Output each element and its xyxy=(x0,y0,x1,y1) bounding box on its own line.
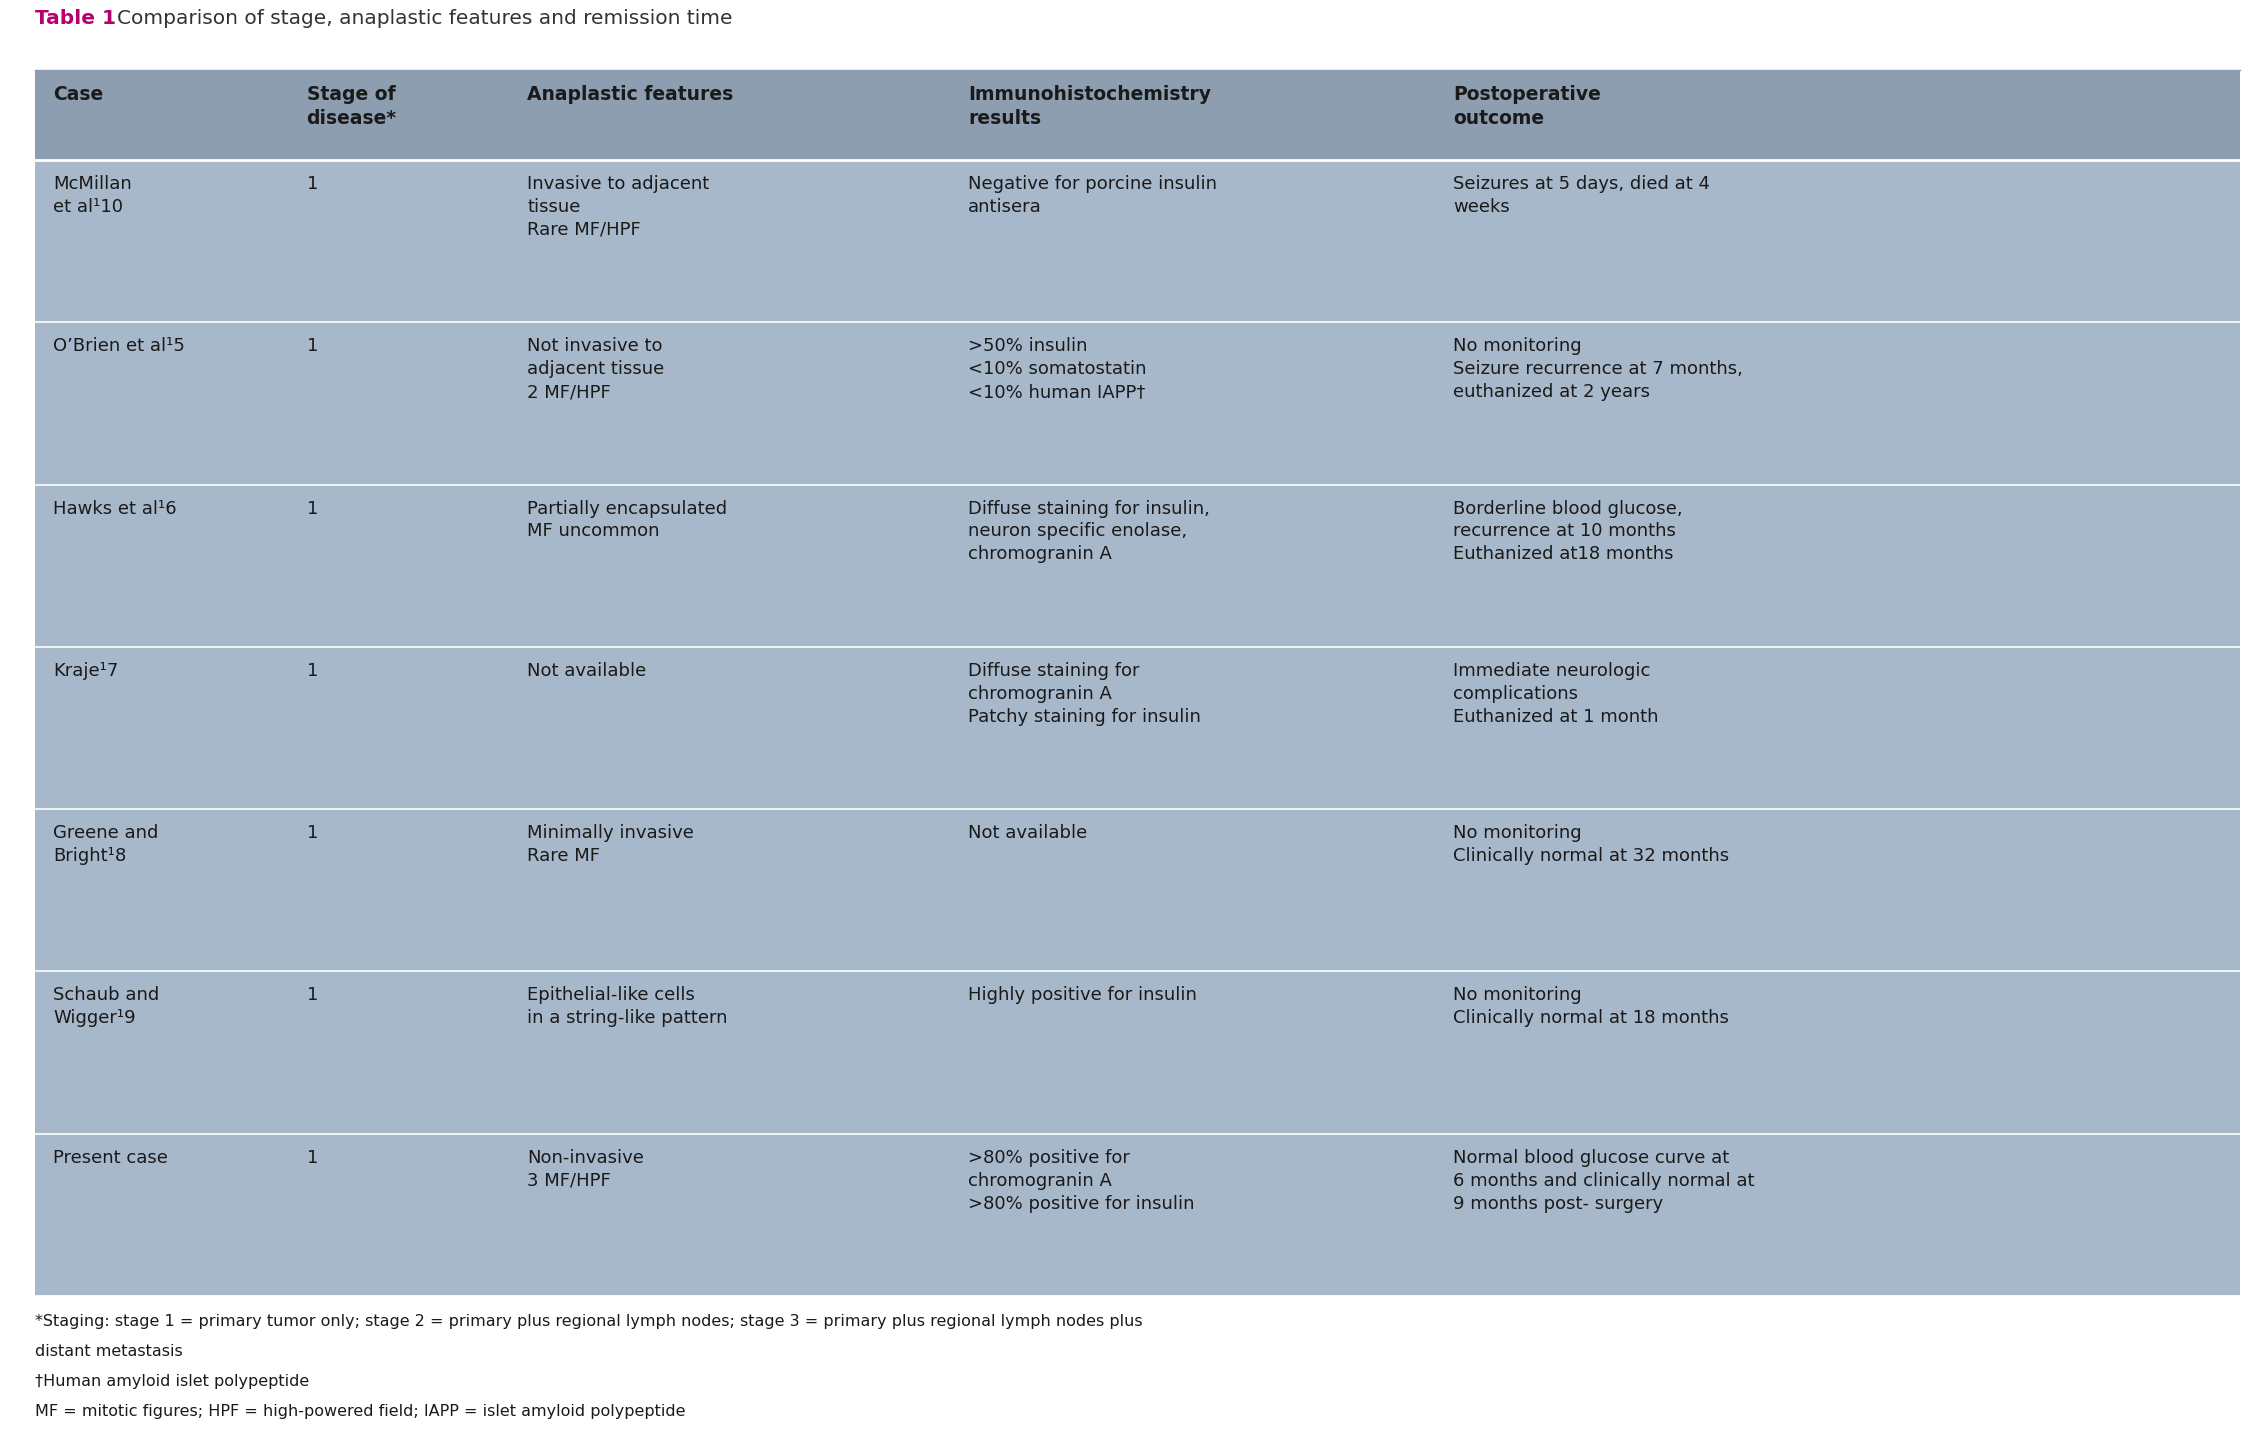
Text: Partially encapsulated
MF uncommon: Partially encapsulated MF uncommon xyxy=(528,499,727,541)
Text: Postoperative
outcome: Postoperative outcome xyxy=(1454,85,1601,129)
Text: 1: 1 xyxy=(306,1148,317,1167)
Text: Case: Case xyxy=(52,85,104,104)
Text: Comparison of stage, anaplastic features and remission time: Comparison of stage, anaplastic features… xyxy=(118,9,732,27)
Text: 1: 1 xyxy=(306,175,317,192)
Text: MF = mitotic figures; HPF = high-powered field; IAPP = islet amyloid polypeptide: MF = mitotic figures; HPF = high-powered… xyxy=(34,1404,686,1419)
Text: Epithelial-like cells
in a string-like pattern: Epithelial-like cells in a string-like p… xyxy=(528,986,727,1027)
Text: Highly positive for insulin: Highly positive for insulin xyxy=(967,986,1196,1005)
Text: *Staging: stage 1 = primary tumor only; stage 2 = primary plus regional lymph no: *Staging: stage 1 = primary tumor only; … xyxy=(34,1314,1142,1329)
Text: Seizures at 5 days, died at 4
weeks: Seizures at 5 days, died at 4 weeks xyxy=(1454,175,1710,215)
Bar xyxy=(34,69,2240,1296)
Text: Negative for porcine insulin
antisera: Negative for porcine insulin antisera xyxy=(967,175,1216,215)
Text: Diffuse staining for
chromogranin A
Patchy staining for insulin: Diffuse staining for chromogranin A Patc… xyxy=(967,662,1200,726)
Text: 1: 1 xyxy=(306,499,317,518)
Text: Greene and
Bright¹8: Greene and Bright¹8 xyxy=(52,824,159,865)
Text: Not available: Not available xyxy=(528,662,646,680)
Text: Kraje¹7: Kraje¹7 xyxy=(52,662,118,680)
Text: Schaub and
Wigger¹9: Schaub and Wigger¹9 xyxy=(52,986,159,1027)
Text: Table 1: Table 1 xyxy=(34,9,116,27)
Text: Present case: Present case xyxy=(52,1148,168,1167)
Text: Hawks et al¹6: Hawks et al¹6 xyxy=(52,499,177,518)
Text: Borderline blood glucose,
recurrence at 10 months
Euthanized at18 months: Borderline blood glucose, recurrence at … xyxy=(1454,499,1683,564)
Text: Not available: Not available xyxy=(967,824,1087,842)
Text: O’Brien et al¹5: O’Brien et al¹5 xyxy=(52,337,186,356)
Text: McMillan
et al¹10: McMillan et al¹10 xyxy=(52,175,131,215)
Text: †Human amyloid islet polypeptide: †Human amyloid islet polypeptide xyxy=(34,1374,310,1390)
Text: Normal blood glucose curve at
6 months and clinically normal at
9 months post- s: Normal blood glucose curve at 6 months a… xyxy=(1454,1148,1755,1213)
Text: >50% insulin
<10% somatostatin
<10% human IAPP†: >50% insulin <10% somatostatin <10% huma… xyxy=(967,337,1146,401)
Text: No monitoring
Clinically normal at 18 months: No monitoring Clinically normal at 18 mo… xyxy=(1454,986,1728,1027)
Text: Diffuse staining for insulin,
neuron specific enolase,
chromogranin A: Diffuse staining for insulin, neuron spe… xyxy=(967,499,1210,564)
Text: 1: 1 xyxy=(306,337,317,356)
Text: 1: 1 xyxy=(306,824,317,842)
Text: Stage of
disease*: Stage of disease* xyxy=(306,85,396,129)
Text: No monitoring
Clinically normal at 32 months: No monitoring Clinically normal at 32 mo… xyxy=(1454,824,1728,865)
Text: Immunohistochemistry
results: Immunohistochemistry results xyxy=(967,85,1212,129)
Text: >80% positive for
chromogranin A
>80% positive for insulin: >80% positive for chromogranin A >80% po… xyxy=(967,1148,1194,1213)
Text: 1: 1 xyxy=(306,986,317,1005)
Text: Minimally invasive
Rare MF: Minimally invasive Rare MF xyxy=(528,824,693,865)
Text: Anaplastic features: Anaplastic features xyxy=(528,85,734,104)
Text: 1: 1 xyxy=(306,662,317,680)
Text: Non-invasive
3 MF/HPF: Non-invasive 3 MF/HPF xyxy=(528,1148,643,1190)
Text: Immediate neurologic
complications
Euthanized at 1 month: Immediate neurologic complications Eutha… xyxy=(1454,662,1658,726)
Text: distant metastasis: distant metastasis xyxy=(34,1343,183,1359)
Text: Invasive to adjacent
tissue
Rare MF/HPF: Invasive to adjacent tissue Rare MF/HPF xyxy=(528,175,709,239)
Text: No monitoring
Seizure recurrence at 7 months,
euthanized at 2 years: No monitoring Seizure recurrence at 7 mo… xyxy=(1454,337,1744,401)
Text: Not invasive to
adjacent tissue
2 MF/HPF: Not invasive to adjacent tissue 2 MF/HPF xyxy=(528,337,664,401)
Bar xyxy=(34,69,2240,161)
